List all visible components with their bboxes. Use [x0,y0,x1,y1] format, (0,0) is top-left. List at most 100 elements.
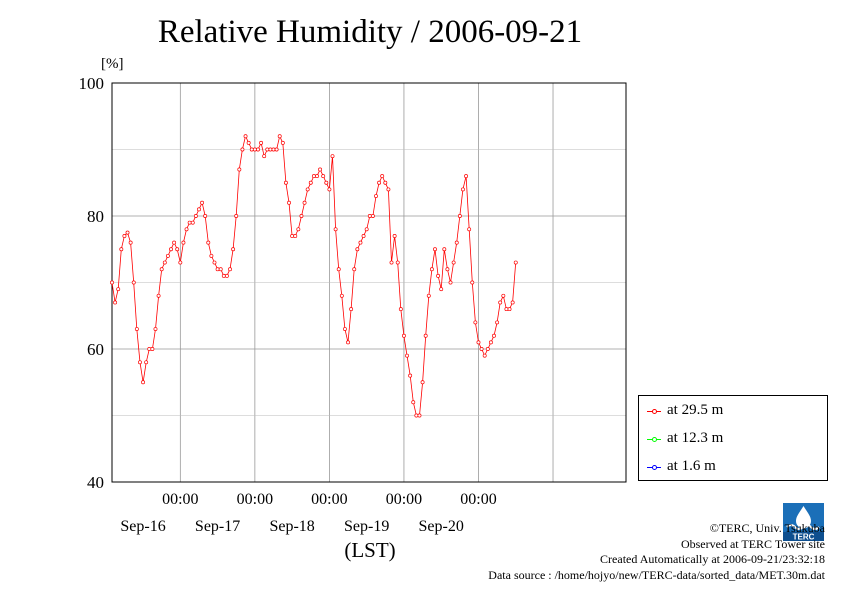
series-point [433,247,437,252]
series-point [501,293,506,298]
series-point [237,167,242,172]
series-point [457,214,462,218]
series-point [110,280,114,285]
y-tick-label: 100 [79,74,105,93]
series-point [405,353,409,358]
series-point [374,194,378,198]
series-point [442,247,447,252]
series-point [436,273,441,278]
credits: ©TERC, Univ. Tsukuba Observed at TERC To… [488,521,825,583]
series-point [339,293,344,298]
series-point [513,260,518,265]
series-point [274,147,279,152]
series-point [460,187,465,192]
series-point [315,174,319,179]
series-point [321,174,326,179]
series-point [231,247,236,252]
series-point [212,260,217,265]
series-line [111,134,517,416]
series-point [150,347,155,351]
legend-item: at 1.6 m [647,458,716,475]
series-point [224,273,229,278]
series-point [364,227,369,232]
series-point [330,154,335,159]
series-point [144,360,149,365]
series-point [507,307,512,312]
series-point [439,287,444,292]
series-point [197,207,201,212]
series-point [361,233,366,238]
series-point [308,180,313,185]
series-point [454,240,459,245]
series-point [408,373,413,378]
series-point [221,273,226,278]
series-point [165,253,170,258]
series-point [498,300,503,305]
series-point [113,300,118,305]
series-point [287,200,291,205]
series-point [492,333,496,338]
series-point [426,293,431,298]
series-point [448,280,453,285]
series-point [122,233,127,238]
y-tick-label: 60 [87,340,104,359]
series-point [249,147,254,152]
series-point [358,240,363,245]
series-point [131,280,136,285]
x-tick-label: 00:00 [162,491,198,508]
series-point [162,260,167,265]
series-point [302,200,307,205]
series-point [504,307,509,312]
y-axis-unit: [%] [101,56,124,72]
x-date-label: Sep-20 [419,518,464,535]
series-point [398,307,403,312]
series-point [193,214,198,218]
x-tick-label: 00:00 [386,491,422,508]
series-point [311,174,316,179]
series-point [380,174,385,179]
series-point [377,180,382,185]
series-point [156,293,161,298]
series-point [495,320,500,325]
series-point [290,233,295,238]
svg-text:TERC: TERC [793,533,815,542]
series-point [367,214,372,218]
series-point [141,380,146,385]
series-point [318,167,323,172]
series-point [125,230,130,235]
x-tick-label: 00:00 [460,491,496,508]
series-point [324,180,329,185]
series-point [479,347,484,351]
series-point [178,260,183,265]
series-point [234,214,239,218]
series-point [488,340,493,345]
series-point [206,240,211,245]
series-point [299,214,304,218]
series-point [470,280,475,285]
series-point [485,347,490,351]
series-point [116,287,121,292]
series-point [277,134,282,139]
series-point [305,187,310,192]
series-point [243,134,248,139]
series-point [445,267,450,272]
series-point [401,333,406,338]
legend-item: at 29.5 m [647,402,723,419]
series-point [209,253,214,258]
series-point [169,247,173,252]
legend-item: at 12.3 m [647,430,723,447]
legend: at 29.5 m at 12.3 m at 1.6 m [638,395,828,481]
series-point [467,227,472,232]
series-point [187,220,192,225]
series-point [280,140,285,145]
series-point [510,300,515,305]
series-point [175,247,180,252]
series-point [246,140,251,145]
copyright-text: ©TERC, Univ. Tsukuba [709,521,825,535]
series-point [476,340,481,345]
series-point [420,380,425,385]
series-point [262,154,267,159]
series-point [159,267,164,272]
series-point [138,360,142,365]
